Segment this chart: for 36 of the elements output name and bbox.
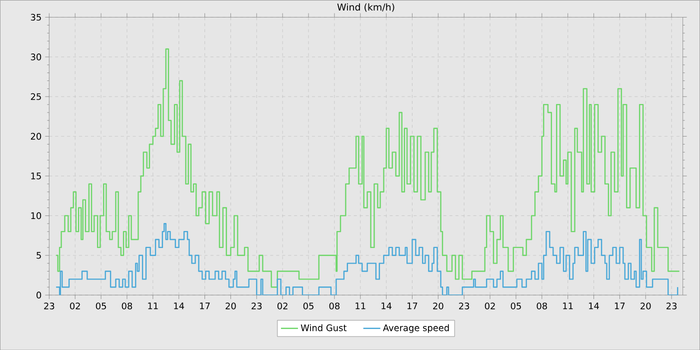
x-tick-label: 08 — [536, 302, 547, 310]
x-tick-label: 05 — [510, 302, 521, 310]
legend-label: Average speed — [382, 324, 449, 333]
x-tick-label: 02 — [484, 302, 495, 310]
chart-title: Wind (km/h) — [337, 3, 394, 12]
y-tick-label: 5 — [36, 252, 41, 259]
x-tick-label: 20 — [226, 302, 236, 310]
x-tick-label: 17 — [614, 302, 625, 310]
x-tick-label: 14 — [382, 302, 392, 310]
x-tick-label: 23 — [666, 302, 677, 310]
x-tick-label: 05 — [96, 302, 106, 310]
x-tick-label: 23 — [459, 302, 470, 310]
y-tick-label: 15 — [31, 172, 41, 180]
x-tick-label: 08 — [122, 302, 132, 310]
x-tick-label: 11 — [563, 302, 573, 310]
x-tick-label: 17 — [408, 302, 418, 310]
x-tick-label: 02 — [70, 302, 80, 310]
y-tick-label: 30 — [30, 53, 42, 60]
y-tick-label: 35 — [30, 14, 41, 21]
x-tick-label: 23 — [252, 302, 262, 310]
x-tick-label: 08 — [329, 302, 340, 310]
x-tick-label: 05 — [303, 302, 314, 310]
x-tick-label: 17 — [200, 302, 210, 310]
y-tick-label: 25 — [30, 93, 41, 100]
x-tick-label: 14 — [174, 302, 184, 310]
legend-label: Wind Gust — [300, 324, 347, 332]
x-tick-label: 02 — [277, 302, 288, 310]
x-tick-label: 11 — [148, 302, 158, 310]
y-tick-label: 20 — [30, 132, 42, 140]
x-tick-label: 20 — [640, 302, 651, 310]
x-tick-label: 11 — [356, 302, 366, 310]
y-tick-label: 10 — [31, 212, 42, 219]
x-tick-label: 14 — [589, 302, 599, 310]
x-tick-label: 20 — [433, 302, 444, 310]
y-tick-label: 0 — [36, 292, 42, 298]
x-tick-label: 23 — [44, 302, 54, 310]
